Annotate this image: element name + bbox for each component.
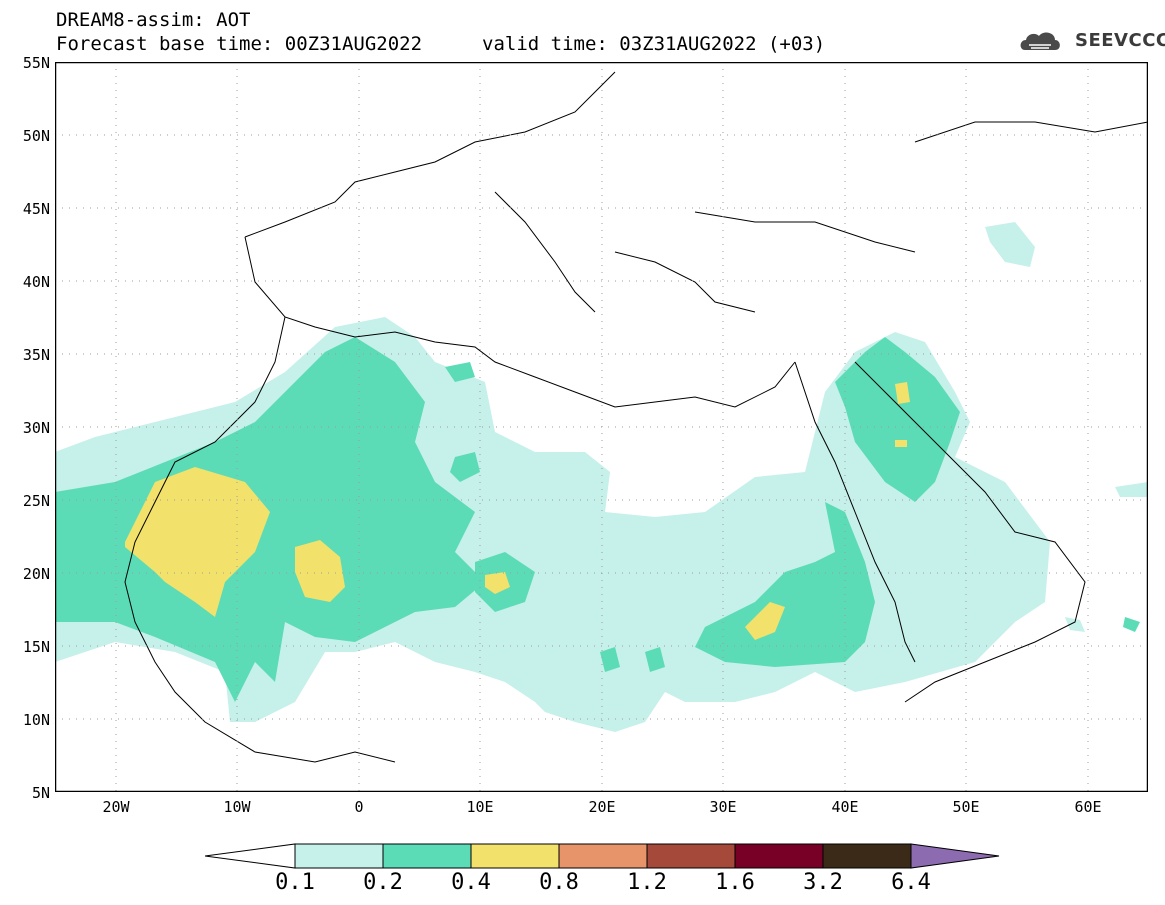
valid-time: valid time: 03Z31AUG2022 (+03) [482,33,826,55]
lon-label: 30E [709,798,737,816]
lon-label: 20E [588,798,616,816]
lon-label: 50E [952,798,980,816]
aot-map [55,62,1148,792]
lon-label: 60E [1074,798,1102,816]
colorbar-tick: 0.4 [451,870,491,895]
lat-label: 10N [22,711,50,729]
lat-label: 40N [22,273,50,291]
colorbar-tick: 0.2 [363,870,403,895]
colorbar [205,843,1000,869]
colorbar-tick: 0.1 [275,870,315,895]
colorbar-tick: 6.4 [891,870,931,895]
lat-label: 25N [22,492,50,510]
lat-label: 20N [22,565,50,583]
lat-label: 15N [22,638,50,656]
lon-label: 20W [102,798,130,816]
lat-label: 50N [22,127,50,145]
lon-label: 10E [466,798,494,816]
title-line2: Forecast base time: 00Z31AUG2022 [56,33,423,55]
lat-label: 5N [31,784,50,802]
coastlines [124,71,1148,763]
graticule [55,62,1148,792]
colorbar-tick: 3.2 [803,870,843,895]
title-line1: DREAM8-assim: AOT [56,9,251,31]
lon-label: 40E [831,798,859,816]
lat-label: 30N [22,419,50,437]
lat-label: 55N [22,54,50,72]
aot-level-0.4 [125,382,910,640]
cloud-icon [1020,32,1060,50]
lat-label: 45N [22,200,50,218]
lat-label: 35N [22,346,50,364]
lon-label: 10W [223,798,251,816]
colorbar-tick: 1.6 [715,870,755,895]
colorbar-tick: 1.2 [627,870,667,895]
colorbar-tick: 0.8 [539,870,579,895]
lon-label: 0 [354,798,364,816]
brand-logo: SEEVCCC [1075,30,1165,51]
